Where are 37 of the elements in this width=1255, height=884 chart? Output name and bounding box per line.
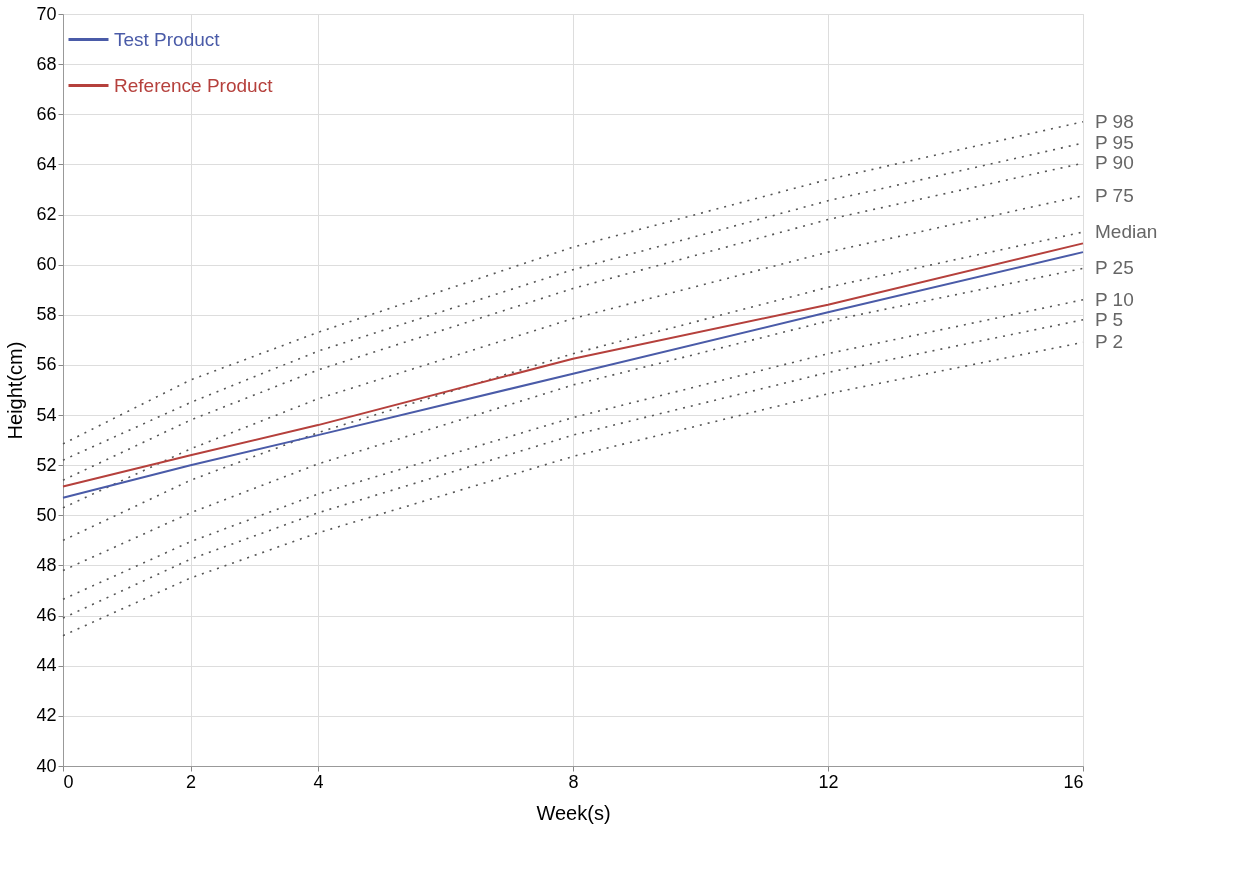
y-tick-label: 42 <box>36 705 57 726</box>
series-label: P 25 <box>1095 257 1134 279</box>
legend-label: Test Product <box>114 28 221 50</box>
series-label: P 5 <box>1095 308 1124 330</box>
y-tick-label: 48 <box>36 554 57 575</box>
y-tick-label: 66 <box>36 103 57 124</box>
series-label: Median <box>1095 221 1158 243</box>
y-tick-label: 46 <box>36 605 57 626</box>
x-tick-label: 4 <box>313 771 324 792</box>
line-series <box>62 231 1084 542</box>
y-tick-label: 44 <box>36 655 57 676</box>
x-tick-label: 12 <box>818 771 839 792</box>
y-tick-label: 70 <box>36 3 57 24</box>
x-tick-label: 8 <box>568 771 579 792</box>
y-tick-label: 68 <box>36 53 57 74</box>
y-tick-label: 50 <box>36 504 57 525</box>
y-tick-label: 52 <box>36 454 57 475</box>
y-tick-label: 54 <box>36 404 57 425</box>
x-tick-label: 0 <box>63 771 74 792</box>
y-tick-label: 56 <box>36 354 57 375</box>
line-series <box>62 267 1084 572</box>
series-label: P 10 <box>1095 288 1134 310</box>
x-axis-title: Week(s) <box>536 801 611 824</box>
series-label: P 95 <box>1095 132 1134 154</box>
x-tick-label: 16 <box>1063 771 1084 792</box>
y-tick-label: 58 <box>36 304 57 325</box>
legend-label: Reference Product <box>114 74 274 96</box>
series-label: P 90 <box>1095 152 1134 174</box>
y-axis-title: Height(cm) <box>4 341 27 440</box>
x-tick-label: 2 <box>185 771 197 792</box>
y-tick-label: 64 <box>36 153 57 174</box>
series-label: P 75 <box>1095 184 1134 206</box>
y-tick-label: 60 <box>36 254 57 275</box>
y-tick-label: 40 <box>36 755 57 776</box>
y-tick-label: 62 <box>36 204 57 225</box>
series-label: P 2 <box>1095 331 1124 353</box>
series-label: P 98 <box>1095 110 1134 132</box>
